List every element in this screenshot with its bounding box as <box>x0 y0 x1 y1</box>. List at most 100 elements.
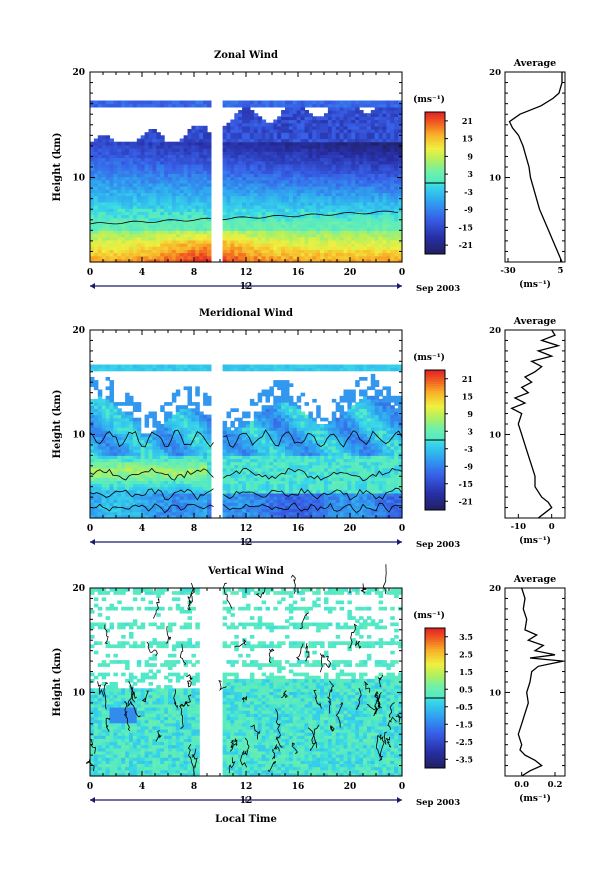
average-profile-line <box>508 72 563 263</box>
colorbar: (ms⁻¹) 21 15 9 3 -3 -9 -15 -21 <box>413 352 473 511</box>
colorbar-units: (ms⁻¹) <box>413 94 445 105</box>
average-x-label: (ms⁻¹) <box>519 793 551 804</box>
colorbar-tick-label: 9 <box>467 151 473 161</box>
average-panel: Average 20 10 -30 5 (ms⁻¹) <box>489 58 566 290</box>
x-tick-label: 20 <box>344 524 357 534</box>
y-axis-label: Height (km) <box>52 133 63 202</box>
average-x-tick-label: 0 <box>549 522 555 532</box>
y-tick-label: 20 <box>72 584 85 594</box>
date-label: Sep 2003 <box>416 284 460 294</box>
x-tick-label: 12 <box>240 782 253 792</box>
colorbar-tick-label: -15 <box>459 222 473 232</box>
zero-contours <box>89 210 399 225</box>
date-marker: 12 <box>240 282 253 292</box>
x-tick-label: 8 <box>191 782 197 792</box>
x-tick-label: 20 <box>344 268 357 278</box>
x-tick-label: 0 <box>399 524 405 534</box>
average-y-tick-label: 10 <box>489 174 501 184</box>
y-tick-label: 10 <box>72 174 85 184</box>
zero-contours <box>85 564 403 774</box>
date-label: Sep 2003 <box>416 540 460 550</box>
colorbar: (ms⁻¹) 3.5 2.5 1.5 0.5 -0.5 -1.5 -2.5 -3.5 <box>413 610 473 769</box>
colorbar-tick-label: 3 <box>467 426 473 436</box>
average-y-tick-label: 20 <box>489 68 501 78</box>
average-frame <box>504 71 566 263</box>
average-profile-line <box>510 329 561 519</box>
panel-2: Meridional Wind 0 4 8 12 16 20 0 20 10 Height (km)… <box>52 308 566 550</box>
panel-1: Zonal Wind 0 4 8 12 16 20 0 20 10 Height (km) 12 Sep… <box>52 50 566 294</box>
colorbar-tick-label: -3 <box>464 187 473 197</box>
panel-3: Vertical Wind 0 4 8 12 16 20 0 20 10 Height (km) 12… <box>52 564 566 825</box>
axis-ticks <box>89 71 403 263</box>
average-y-tick-label: 10 <box>489 688 501 698</box>
x-tick-label: 4 <box>139 524 145 534</box>
x-tick-label: 0 <box>399 268 405 278</box>
y-axis-label: Height (km) <box>52 390 63 459</box>
date-marker: 12 <box>240 796 253 806</box>
colorbar-tick-label: -0.5 <box>456 702 473 712</box>
colorbar-tick-label: -1.5 <box>456 719 473 729</box>
x-tick-label: 0 <box>87 524 93 534</box>
x-axis-label: Local Time <box>215 814 277 825</box>
axis-ticks <box>89 587 403 777</box>
colorbar-tick-label: 21 <box>462 116 473 126</box>
colorbar-tick-label: 21 <box>462 374 473 384</box>
average-x-tick-label: 0.0 <box>514 780 529 790</box>
colorbar-units: (ms⁻¹) <box>413 352 445 363</box>
x-tick-label: 8 <box>191 268 197 278</box>
x-tick-label: 0 <box>87 268 93 278</box>
x-tick-label: 16 <box>292 268 305 278</box>
x-tick-label: 20 <box>344 782 357 792</box>
x-tick-label: 16 <box>292 524 305 534</box>
colorbar-tick-label: 1.5 <box>459 667 473 677</box>
colorbar-tick-label: -3 <box>464 444 473 454</box>
heatmap-field <box>90 588 403 777</box>
colorbar-tick-label: -2.5 <box>456 737 473 747</box>
x-tick-label: 8 <box>191 524 197 534</box>
x-tick-label: 4 <box>139 268 145 278</box>
average-title: Average <box>513 58 556 69</box>
y-tick-label: 10 <box>72 430 85 440</box>
x-tick-label: 0 <box>399 782 405 792</box>
average-x-tick-label: -10 <box>511 522 526 532</box>
average-frame <box>504 329 566 519</box>
axis-ticks <box>89 329 403 519</box>
colorbar-units: (ms⁻¹) <box>413 610 445 621</box>
average-x-tick-label: -30 <box>500 266 515 276</box>
average-panel: Average 20 10 -10 0 (ms⁻¹) <box>489 316 566 546</box>
average-x-tick-label: 5 <box>558 266 564 276</box>
colorbar-tick-label: -9 <box>464 205 473 215</box>
heatmap-field <box>90 364 403 519</box>
colorbar-tick-label: 9 <box>467 409 473 419</box>
colorbar-tick-label: 2.5 <box>459 649 473 659</box>
date-label: Sep 2003 <box>416 798 460 808</box>
x-tick-label: 4 <box>139 782 145 792</box>
average-y-tick-label: 10 <box>489 430 501 440</box>
colorbar-tick-label: -9 <box>464 461 473 471</box>
colorbar-tick-label: 3 <box>467 169 473 179</box>
x-tick-label: 0 <box>87 782 93 792</box>
zero-contours <box>89 429 403 514</box>
average-profile-line <box>517 587 564 777</box>
average-y-tick-label: 20 <box>489 326 501 336</box>
colorbar-tick-label: -21 <box>459 240 473 250</box>
y-tick-label: 10 <box>72 688 85 698</box>
heatmap-field <box>90 100 403 263</box>
colorbar-tick-label: 0.5 <box>459 684 473 694</box>
y-axis-label: Height (km) <box>52 648 63 717</box>
x-tick-label: 16 <box>292 782 305 792</box>
colorbar-tick-label: 3.5 <box>459 632 473 642</box>
y-tick-label: 20 <box>72 326 85 336</box>
panel-title: Zonal Wind <box>214 50 278 61</box>
colorbar-tick-label: 15 <box>462 134 473 144</box>
x-tick-label: 12 <box>240 268 253 278</box>
colorbar-tick-label: -15 <box>459 479 473 489</box>
average-y-tick-label: 20 <box>489 584 501 594</box>
colorbar: (ms⁻¹) 21 15 9 3 -3 -9 -15 -21 <box>413 94 473 255</box>
y-tick-label: 20 <box>72 68 85 78</box>
panel-title: Meridional Wind <box>199 308 293 319</box>
colorbar-tick-label: 15 <box>462 391 473 401</box>
date-marker: 12 <box>240 538 253 548</box>
average-frame <box>504 587 566 777</box>
